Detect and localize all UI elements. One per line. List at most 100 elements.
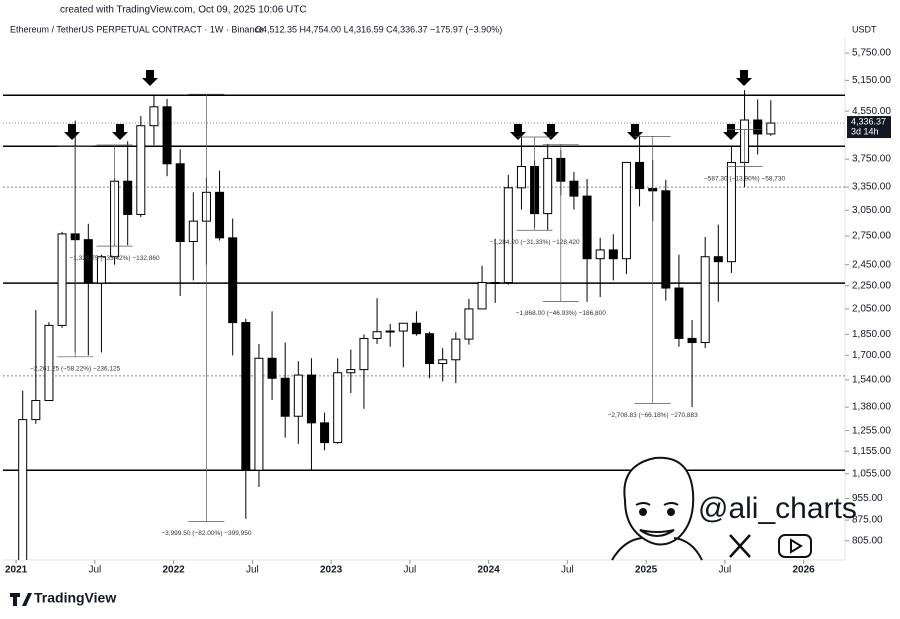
- candle-body: [766, 122, 776, 135]
- candle-body: [385, 330, 395, 333]
- y-tick-label: 3,350.00: [852, 182, 891, 193]
- x-icon: [729, 534, 751, 558]
- arrow: [723, 124, 739, 140]
- candle-body: [333, 372, 343, 444]
- candle-body: [228, 237, 238, 324]
- candle-body: [582, 195, 592, 260]
- candle-body: [254, 357, 264, 471]
- x-tick-label: Jul: [403, 565, 416, 576]
- y-tick-label: 955.00: [852, 493, 883, 504]
- candle-body: [477, 282, 487, 310]
- x-tick-label: 2022: [163, 565, 186, 576]
- price-tag-label: 4,336.37: [851, 116, 886, 126]
- candle-body: [149, 106, 159, 127]
- candle-body: [595, 249, 605, 260]
- countdown: 3d 14h: [851, 126, 879, 136]
- y-tick-label: 1,255.00: [852, 425, 891, 436]
- y-tick-label: 5,750.00: [852, 48, 891, 59]
- x-tick-label: Jul: [88, 565, 101, 576]
- brand-logo: [10, 593, 32, 606]
- youtube-play: [790, 538, 803, 554]
- measure-label: −1,284.20 (−31.33%) −128,420: [489, 239, 580, 246]
- candle-body: [44, 324, 54, 402]
- candle-body: [569, 180, 579, 197]
- created-note: created with TradingView.com, Oct 09, 20…: [60, 5, 307, 16]
- candle-body: [175, 163, 185, 243]
- measure-label: −3,999.50 (−82.00%) −399,950: [161, 530, 252, 537]
- arrow: [627, 124, 643, 140]
- candle-body: [687, 337, 697, 344]
- candle-body: [57, 233, 67, 326]
- x-tick-label: Jul: [718, 565, 731, 576]
- candle-body: [293, 374, 303, 417]
- x-tick-label: 2025: [635, 565, 658, 576]
- candle-body: [359, 337, 369, 371]
- y-tick-label: 3,750.00: [852, 154, 891, 165]
- ohlc-header: O4,512.35 H4,754.00 L4,316.59 C4,336.37 …: [255, 24, 502, 34]
- candle-body: [280, 377, 290, 417]
- candle-body: [31, 400, 41, 421]
- arrow: [543, 124, 559, 140]
- x-tick-label: 2021: [5, 565, 28, 576]
- candle-body: [438, 359, 448, 365]
- candle-body: [700, 256, 710, 344]
- y-tick-label: 2,750.00: [852, 231, 891, 242]
- arrows: [64, 70, 752, 140]
- measure-label: −587.30 (−13.90%) −58,730: [704, 175, 786, 182]
- arrow: [64, 124, 80, 140]
- candle-body: [451, 338, 461, 361]
- candle-body: [516, 165, 526, 189]
- y-tick-label: 2,050.00: [852, 304, 891, 315]
- candle-body: [635, 161, 645, 190]
- candle-body: [464, 308, 474, 340]
- measure-label: −1,868.00 (−46.93%) −186,800: [516, 310, 607, 317]
- x-tick-label: Jul: [246, 565, 259, 576]
- candle-body: [123, 180, 133, 215]
- x-tick-label: Jul: [561, 565, 574, 576]
- arrow: [142, 70, 158, 86]
- x-tick-label: 2024: [478, 565, 501, 576]
- y-tick-label: 5,150.00: [852, 75, 891, 86]
- y-tick-label: 1,055.00: [852, 468, 891, 479]
- youtube-icon: [778, 534, 812, 558]
- candle-body: [490, 282, 500, 285]
- candle-body: [425, 333, 435, 365]
- candle-body: [267, 357, 277, 379]
- brand: TradingView: [34, 590, 116, 606]
- currency: USDT: [852, 24, 877, 34]
- candle-body: [398, 322, 408, 332]
- candle-body: [215, 191, 225, 239]
- candle-body: [503, 187, 513, 284]
- plot: [3, 90, 845, 560]
- y-tick-label: 1,850.00: [852, 329, 891, 340]
- candle-body: [726, 161, 736, 263]
- candle-body: [346, 369, 356, 374]
- x-tick-label: 2023: [320, 565, 343, 576]
- symbol: Ethereum / TetherUS PERPETUAL CONTRACT ·…: [10, 24, 264, 34]
- measure-label: −2,261.25 (−58.22%) −236,125: [30, 366, 121, 373]
- y-tick-label: 1,155.00: [852, 446, 891, 457]
- candle-body: [18, 419, 28, 560]
- y-tick-label: 1,700.00: [852, 350, 891, 361]
- y-tick-label: 1,380.00: [852, 402, 891, 413]
- measure-label: −1,328.75 (−33.42%) −132,860: [69, 255, 160, 262]
- candle-body: [136, 125, 146, 215]
- candle-body: [608, 249, 618, 260]
- avatar: [611, 456, 703, 561]
- arrow: [736, 70, 752, 86]
- candle-body: [188, 220, 198, 243]
- candle-body: [411, 322, 421, 335]
- arrow: [112, 124, 128, 140]
- y-tick-label: 3,050.00: [852, 205, 891, 216]
- candle-body: [661, 190, 671, 289]
- candle-body: [543, 157, 553, 215]
- candle-body: [320, 422, 330, 444]
- candle-body: [162, 106, 172, 165]
- x-tick-label: 2026: [793, 565, 816, 576]
- candle-body: [713, 256, 723, 263]
- y-tick-label: 805.00: [852, 535, 883, 546]
- candle-body: [372, 331, 382, 339]
- candle-body: [96, 256, 106, 284]
